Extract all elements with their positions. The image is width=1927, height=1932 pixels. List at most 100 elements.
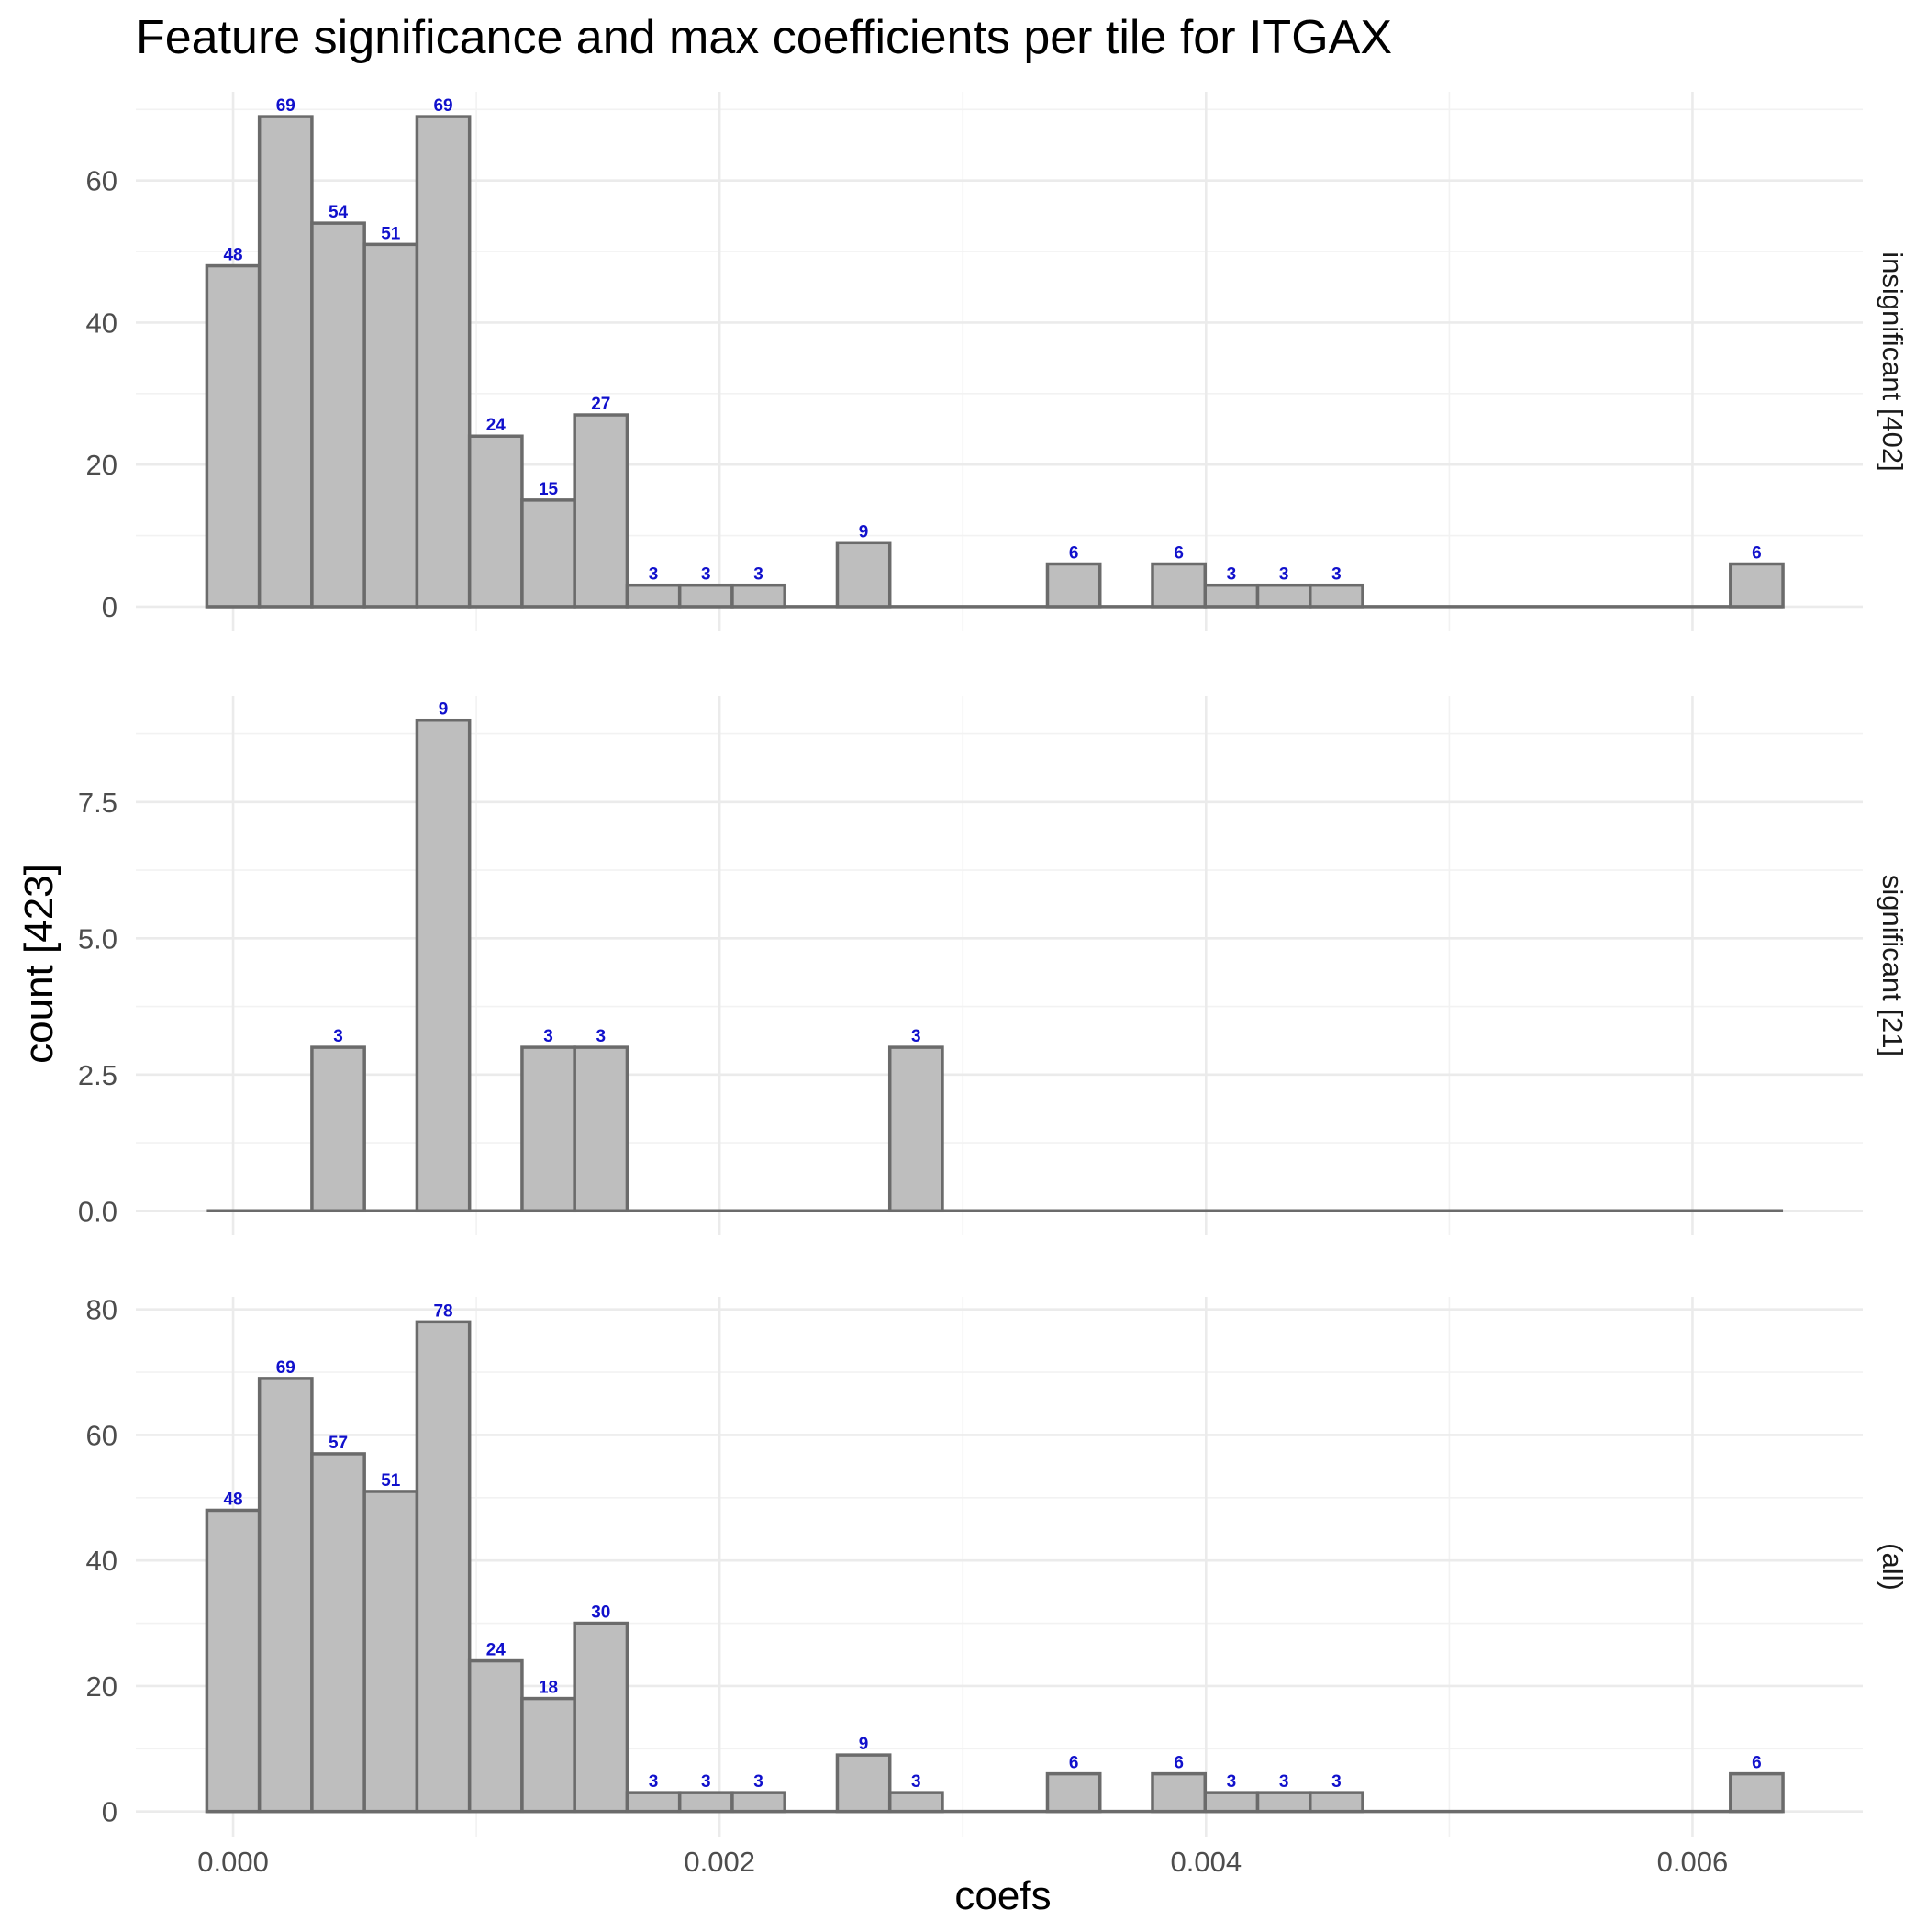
histogram-bar (1151, 1771, 1207, 1814)
x-tick-label: 0.004 (1171, 1846, 1242, 1878)
bar-count-label: 3 (1279, 565, 1289, 585)
histogram-bar (415, 718, 472, 1213)
bar-count-label: 18 (539, 1679, 558, 1698)
histogram-bar (520, 1045, 576, 1213)
histogram-bar (625, 1791, 682, 1814)
bar-count-label: 78 (433, 1301, 452, 1321)
histogram-bar (677, 1791, 734, 1814)
bar-count-label: 3 (753, 1772, 763, 1792)
histogram-bar (257, 115, 314, 609)
y-tick-label: 40 (86, 1545, 117, 1577)
bar-count-label: 9 (439, 700, 449, 720)
bar-count-label: 3 (1227, 565, 1237, 585)
facet-panel-1: 0 20 40 60 48 69 54 51 69 24 15 27 3 3 3 9 6 6 3 3 3 6 insigni… (86, 92, 1909, 631)
histogram-bar (573, 1045, 629, 1213)
facet-panel-2: 0.0 2.5 5.0 7.5 3 9 3 3 3 significant [21] (78, 696, 1909, 1235)
y-tick-label: 0 (102, 1796, 117, 1828)
histogram-bar (205, 1508, 262, 1814)
bar-count-label: 27 (591, 395, 610, 414)
histogram-bar (310, 1045, 366, 1213)
bar-count-label: 24 (486, 1641, 507, 1660)
facet-strip-label: insignificant [402] (1877, 251, 1909, 472)
y-tick-label: 20 (86, 1670, 117, 1703)
histogram-bar (887, 1791, 944, 1814)
y-tick-label: 0 (102, 591, 117, 623)
histogram-bar (677, 583, 734, 609)
bar-count-label: 9 (859, 1735, 869, 1754)
histogram-bar (415, 1320, 472, 1814)
histogram-bar (362, 242, 419, 609)
x-tick-label: 0.002 (684, 1846, 755, 1878)
bar-count-label: 3 (1279, 1772, 1289, 1792)
bar-count-label: 6 (1174, 1754, 1184, 1773)
histogram-bar (1255, 1791, 1312, 1814)
histogram-bar (1045, 1771, 1102, 1814)
bar-count-label: 3 (649, 565, 659, 585)
y-tick-label: 60 (86, 1419, 117, 1451)
facet-strip-label: significant [21] (1877, 875, 1909, 1056)
histogram-bar (467, 434, 524, 609)
bar-count-label: 24 (486, 416, 507, 435)
y-tick-label: 5.0 (78, 922, 117, 955)
histogram-bar (205, 263, 262, 609)
y-tick-label: 2.5 (78, 1059, 117, 1091)
histogram-bar (310, 221, 366, 609)
bar-count-label: 48 (223, 1490, 242, 1509)
histogram-bar (1729, 562, 1785, 609)
bar-count-label: 6 (1069, 544, 1079, 564)
histogram-bar (1255, 583, 1312, 609)
bar-count-label: 3 (543, 1027, 553, 1046)
bar-count-label: 3 (1227, 1772, 1237, 1792)
histogram-bar (625, 583, 682, 609)
bar-count-label: 15 (539, 480, 559, 499)
facet-strip-label: (all) (1877, 1543, 1909, 1591)
histogram-bar (1151, 562, 1207, 609)
bar-count-label: 3 (911, 1772, 921, 1792)
facet-panel-3: 0 20 40 60 80 48 69 57 51 78 24 18 30 3 3 3 9 3 6 6 3 3 3 6 (all… (86, 1294, 1909, 1837)
y-tick-label: 40 (86, 307, 117, 339)
histogram-bar (573, 1621, 629, 1814)
bar-count-label: 30 (591, 1603, 610, 1623)
bar-count-label: 3 (649, 1772, 659, 1792)
bar-count-label: 69 (276, 96, 295, 116)
y-tick-label: 60 (86, 165, 117, 197)
histogram-bar (1309, 1791, 1364, 1814)
bar-count-label: 51 (381, 224, 401, 243)
bar-count-label: 3 (701, 1772, 711, 1792)
histogram-bar (520, 1696, 576, 1814)
bar-count-label: 51 (381, 1471, 401, 1491)
x-tick-label: 0.000 (197, 1846, 269, 1878)
histogram-bar (835, 541, 892, 609)
histogram-bar (467, 1658, 524, 1814)
x-axis: 0.000 0.002 0.004 0.006 (197, 1846, 1728, 1878)
y-tick-label: 0.0 (78, 1195, 117, 1227)
bar-count-label: 54 (329, 203, 349, 222)
bar-count-label: 69 (433, 96, 452, 116)
histogram-bar (1045, 562, 1102, 609)
x-tick-label: 0.006 (1657, 1846, 1729, 1878)
bar-count-label: 6 (1752, 544, 1762, 564)
bar-count-label: 3 (1331, 565, 1342, 585)
bar-count-label: 3 (753, 565, 763, 585)
bar-count-label: 3 (911, 1027, 921, 1046)
histogram-bar (362, 1490, 419, 1814)
histogram-bar (835, 1753, 892, 1814)
histogram-bar (1203, 1791, 1260, 1814)
bar-count-label: 3 (333, 1027, 343, 1046)
chart-title: Feature significance and max coefficient… (136, 11, 1392, 64)
histogram-bar (1203, 583, 1260, 609)
bar-count-label: 3 (596, 1027, 607, 1046)
histogram-bar (415, 115, 472, 609)
bar-count-label: 6 (1069, 1754, 1079, 1773)
bar-count-label: 48 (223, 246, 242, 265)
histogram-bar (730, 583, 786, 609)
bar-count-label: 6 (1752, 1754, 1762, 1773)
bar-count-label: 3 (1331, 1772, 1342, 1792)
histogram-bar (730, 1791, 786, 1814)
bar-count-label: 6 (1174, 544, 1184, 564)
histogram-bar (573, 413, 629, 609)
histogram-bar (887, 1045, 944, 1213)
